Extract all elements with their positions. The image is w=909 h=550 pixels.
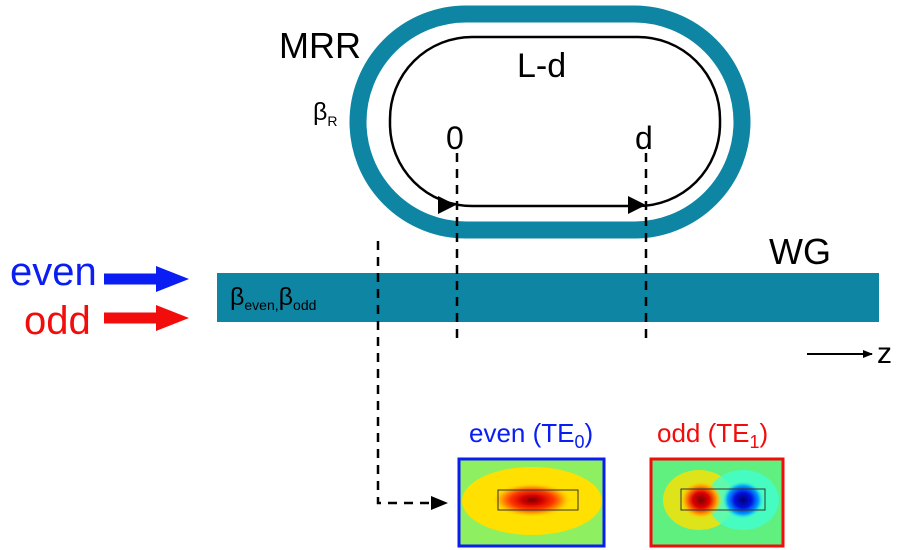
even-mode-title: even (TE0) [469, 418, 593, 452]
mode-pointer-line [376, 241, 434, 505]
even-mode-profile [457, 457, 606, 548]
microring-resonator [349, 5, 751, 239]
path-arrow-left [438, 196, 456, 214]
bus-waveguide [217, 273, 879, 322]
point-zero-label: 0 [446, 120, 464, 156]
odd-input-label: odd [24, 299, 91, 343]
point-d-label: d [635, 120, 653, 156]
waveguide-beta-label: βeven,βodd [230, 283, 316, 313]
mode-pointer-arrowhead [431, 496, 448, 510]
even-input-arrow-head [156, 266, 189, 292]
beta-r-label: βR [313, 98, 338, 129]
z-axis-label: z [877, 337, 892, 370]
odd-mode-profile [649, 457, 785, 548]
odd-input-arrow-head [156, 305, 189, 331]
path-length-label: L-d [517, 47, 566, 85]
mrr-label: MRR [279, 25, 361, 66]
odd-mode-title: odd (TE1) [657, 418, 768, 452]
wg-label: WG [769, 231, 831, 272]
ring-path [388, 35, 722, 208]
path-arrow-right [628, 196, 646, 214]
even-input-label: even [10, 250, 97, 294]
